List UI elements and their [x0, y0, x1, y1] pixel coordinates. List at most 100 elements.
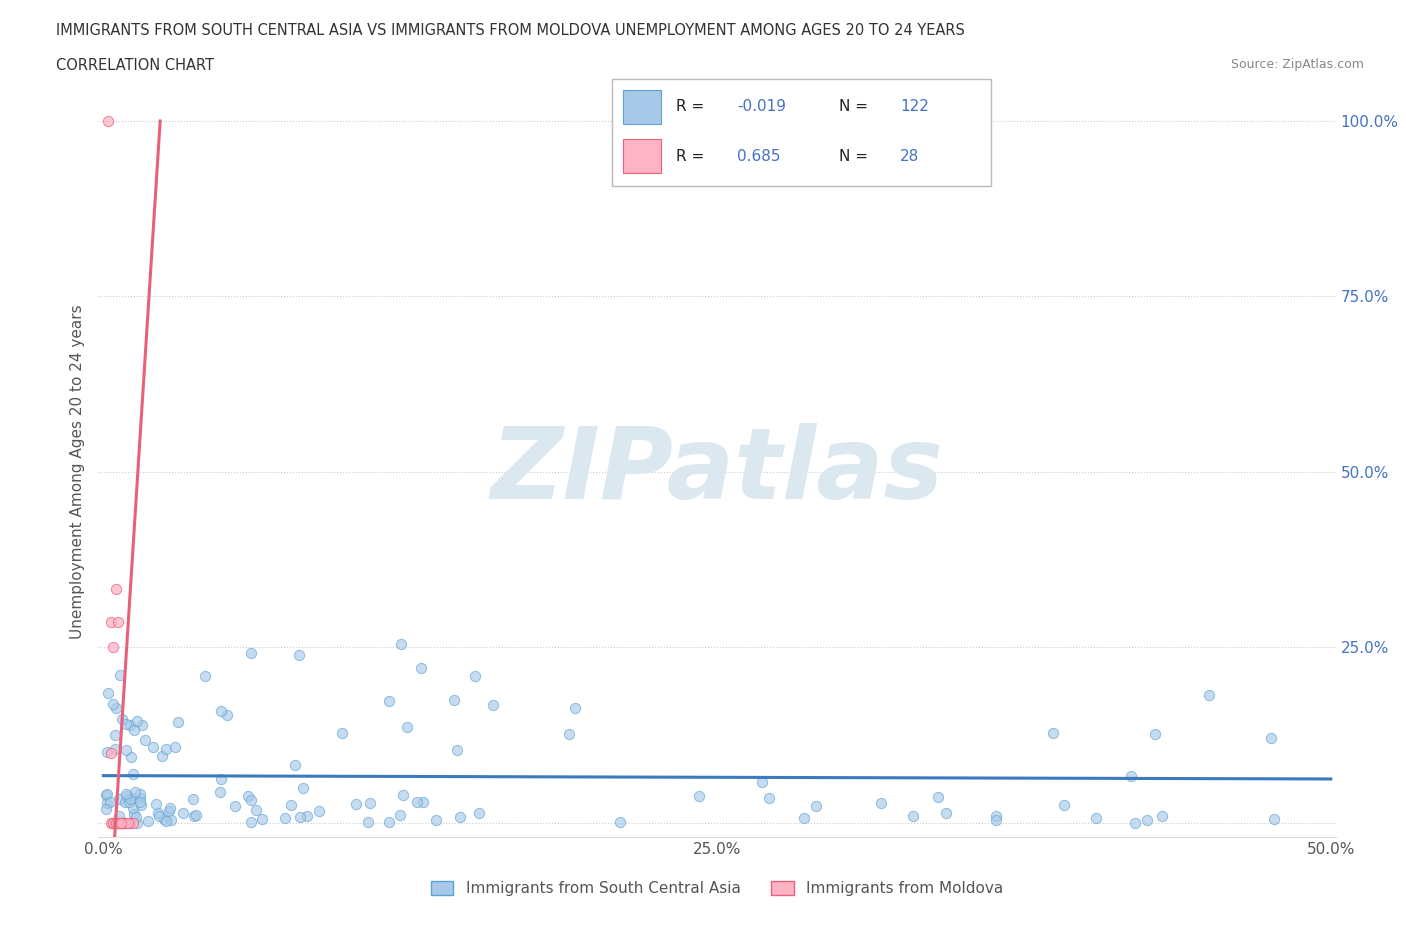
Point — [284, 757, 307, 772]
Point — [100, 816, 122, 830]
Point — [146, 805, 169, 820]
Point — [98, 794, 121, 809]
Point — [288, 647, 311, 662]
Point — [118, 791, 141, 806]
Point — [148, 809, 170, 824]
Point — [464, 669, 486, 684]
Point — [209, 704, 232, 719]
Point — [153, 811, 176, 826]
Point — [446, 743, 468, 758]
Point — [96, 787, 118, 802]
Point — [100, 615, 122, 630]
Point — [1144, 726, 1167, 741]
Point — [104, 816, 127, 830]
Point — [984, 808, 1007, 823]
Point — [359, 796, 381, 811]
Point — [181, 791, 204, 806]
Point — [101, 816, 124, 830]
Text: ZIPatlas: ZIPatlas — [491, 423, 943, 521]
FancyBboxPatch shape — [623, 90, 661, 124]
Point — [96, 796, 118, 811]
Point — [184, 808, 207, 823]
Point — [107, 808, 129, 823]
Point — [166, 714, 188, 729]
Text: R =: R = — [676, 100, 704, 114]
Point — [97, 685, 120, 700]
Point — [117, 816, 139, 830]
Point — [124, 806, 146, 821]
Point — [564, 700, 586, 715]
Point — [239, 645, 262, 660]
Point — [378, 693, 401, 708]
Point — [111, 711, 134, 726]
Point — [183, 809, 205, 824]
Point — [108, 791, 131, 806]
Point — [377, 815, 399, 830]
Point — [172, 805, 194, 820]
Text: N =: N = — [839, 149, 869, 164]
Point — [111, 816, 134, 830]
Legend: Immigrants from South Central Asia, Immigrants from Moldova: Immigrants from South Central Asia, Immi… — [425, 875, 1010, 902]
Point — [903, 809, 925, 824]
Point — [935, 805, 957, 820]
Point — [115, 716, 138, 731]
Point — [984, 812, 1007, 827]
Point — [208, 785, 231, 800]
Point — [120, 750, 142, 764]
Point — [308, 804, 330, 818]
Point — [101, 640, 124, 655]
Text: 122: 122 — [900, 100, 929, 114]
Point — [224, 799, 246, 814]
Point — [110, 816, 132, 830]
Point — [129, 798, 152, 813]
Point — [357, 815, 380, 830]
Point — [751, 775, 773, 790]
Point — [96, 745, 118, 760]
FancyBboxPatch shape — [612, 79, 991, 186]
Point — [128, 787, 150, 802]
Point — [443, 692, 465, 707]
Text: CORRELATION CHART: CORRELATION CHART — [56, 58, 214, 73]
Point — [425, 813, 447, 828]
Point — [239, 792, 262, 807]
Text: R =: R = — [676, 149, 704, 164]
Point — [110, 816, 132, 830]
Point — [482, 698, 505, 712]
Point — [468, 805, 491, 820]
Point — [104, 582, 127, 597]
Text: 28: 28 — [900, 149, 920, 164]
Point — [388, 807, 411, 822]
Point — [1260, 730, 1282, 745]
Point — [793, 810, 815, 825]
Point — [1053, 798, 1076, 813]
Point — [609, 815, 631, 830]
Point — [869, 795, 891, 810]
Point — [103, 727, 125, 742]
Point — [758, 790, 780, 805]
Point — [250, 811, 273, 826]
Y-axis label: Unemployment Among Ages 20 to 24 years: Unemployment Among Ages 20 to 24 years — [69, 305, 84, 639]
Point — [165, 739, 187, 754]
Point — [395, 720, 418, 735]
Point — [117, 816, 139, 830]
Point — [104, 816, 127, 830]
Point — [138, 814, 160, 829]
Point — [107, 816, 129, 830]
Text: -0.019: -0.019 — [737, 100, 786, 114]
Point — [127, 714, 149, 729]
Point — [280, 797, 302, 812]
Point — [1121, 769, 1143, 784]
Point — [134, 733, 156, 748]
Point — [114, 786, 136, 801]
Point — [114, 816, 136, 830]
Point — [157, 804, 180, 818]
Point — [110, 816, 132, 830]
Point — [114, 816, 136, 830]
Point — [101, 697, 124, 711]
Point — [804, 798, 827, 813]
Point — [118, 794, 141, 809]
Point — [121, 816, 143, 830]
Point — [389, 636, 412, 651]
Point — [107, 816, 129, 830]
Point — [122, 766, 145, 781]
